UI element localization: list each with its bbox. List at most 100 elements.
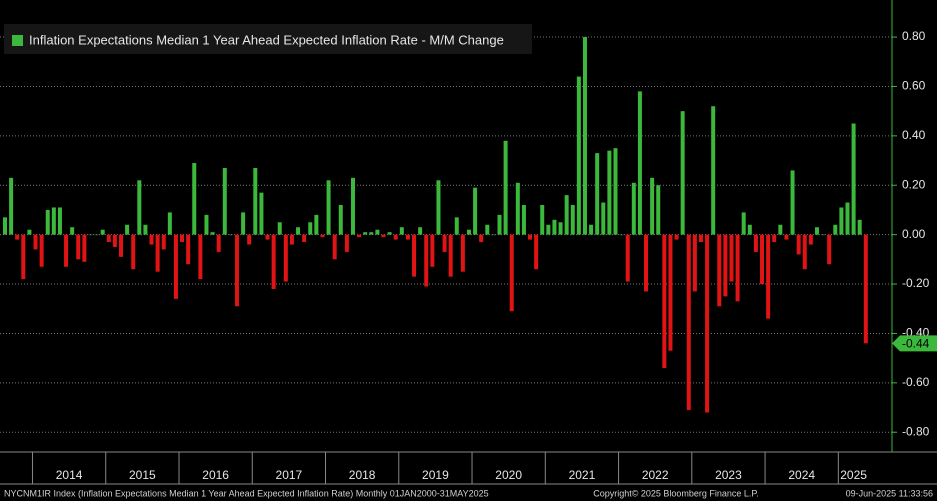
bar [772,234,777,243]
y-tick-label: 0.40 [902,128,926,142]
bar [784,234,789,240]
bar [674,234,679,240]
x-tick-label: 2025 [840,468,867,482]
bar [64,234,69,267]
bar [369,232,374,235]
bar [204,214,209,235]
bar [857,219,862,235]
bar [521,205,526,235]
x-tick-label: 2019 [422,468,449,482]
bar [454,217,459,235]
last-value-label: -0.44 [902,336,930,350]
bar [723,234,728,297]
bar [650,177,655,235]
bar [33,234,38,250]
bar [430,234,435,267]
bar [149,234,154,245]
x-tick-label: 2024 [788,468,815,482]
x-tick-label: 2016 [202,468,229,482]
x-tick-label: 2022 [642,468,669,482]
bar [308,222,313,235]
x-tick-label: 2018 [349,468,376,482]
footer-left: NYCNM1IR Index (Inflation Expectations M… [4,488,489,498]
legend-swatch [12,35,23,46]
bar [51,207,56,235]
x-tick-label: 2021 [569,468,596,482]
bar [729,234,734,282]
bar [570,205,575,235]
bar [186,234,191,265]
bar [418,227,423,235]
bar [753,234,758,252]
bar [497,214,502,235]
bar [344,234,349,252]
x-tick-label: 2020 [495,468,522,482]
bar [576,76,581,235]
bar [82,234,87,262]
bar [21,234,26,280]
y-tick-label: 0.60 [902,79,926,93]
bar [247,234,252,245]
bar [399,227,404,235]
bar [271,234,276,289]
x-tick-label: 2017 [276,468,303,482]
y-tick-label: -0.60 [902,375,930,389]
bar [827,234,832,265]
bar [3,217,7,235]
bar [717,234,722,307]
bar [167,212,172,235]
bar [320,234,325,238]
bar [705,234,710,413]
bar [143,224,148,235]
bar [393,234,398,240]
bar [222,167,227,235]
bar [509,234,514,312]
bar [234,234,239,307]
bar [387,232,392,235]
bar [491,234,496,236]
bar [833,224,838,235]
bar [210,232,215,235]
bar [192,163,197,235]
x-tick-label: 2015 [129,468,156,482]
bar [283,234,288,282]
bar [338,205,343,235]
bar [460,234,465,272]
bar [448,234,453,277]
bar [686,234,691,411]
bar [302,234,307,243]
bar [259,192,264,235]
x-tick-label: 2023 [715,468,742,482]
bar [277,222,282,235]
bar [314,214,319,235]
bar [76,234,81,260]
bar [698,234,703,243]
bar [375,229,380,235]
bar [350,177,355,235]
bar [802,234,807,270]
bar [515,182,520,235]
bar [137,180,142,235]
bar [9,177,14,235]
x-tick-label: 2014 [56,468,83,482]
bar [265,234,270,240]
bar [564,195,569,235]
bar [253,167,258,235]
bar [180,234,185,243]
y-tick-label: 0.80 [902,29,926,43]
bar [741,212,746,235]
bar [289,234,294,245]
bar [436,180,441,235]
bar [814,227,819,235]
bar [625,234,630,282]
bar [662,234,667,369]
bar [473,187,478,235]
bar [94,234,99,236]
bar [558,222,563,235]
bar [155,234,160,272]
y-tick-label: 0.20 [902,177,926,191]
bar [357,234,362,238]
bar [112,234,117,247]
bar [607,150,612,235]
bar [131,234,136,270]
